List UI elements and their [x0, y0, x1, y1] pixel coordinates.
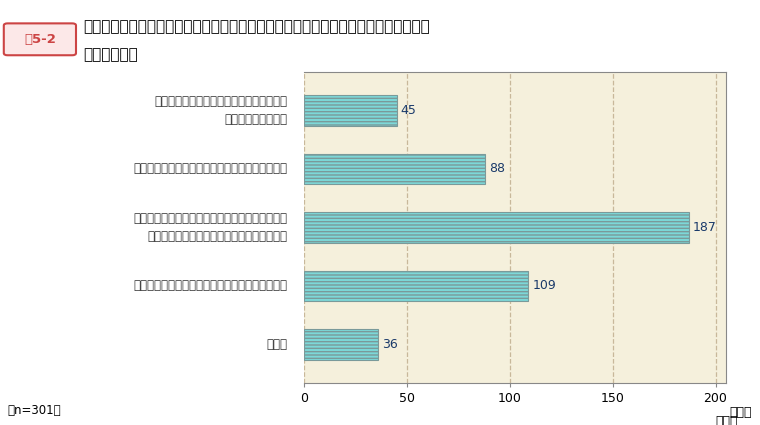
Text: 45: 45 — [401, 104, 416, 117]
Text: 36: 36 — [382, 338, 398, 351]
Text: 相談等しても解決にはつながらないと感じている: 相談等しても解決にはつながらないと感じている — [134, 162, 287, 176]
Text: 109: 109 — [533, 279, 556, 292]
FancyBboxPatch shape — [4, 23, 76, 55]
Text: 88: 88 — [489, 162, 505, 176]
Bar — [304, 95, 397, 125]
Text: 187: 187 — [693, 221, 717, 234]
Bar — [304, 271, 528, 301]
Text: 同僚が違反行為をしていなかった場合に、本人や
職場の他の職員に迷惑がかかるおそれがある: 同僚が違反行為をしていなかった場合に、本人や 職場の他の職員に迷惑がかかるおそれ… — [134, 212, 287, 243]
Text: （複数回答）: （複数回答） — [84, 48, 138, 62]
Text: 所属組織や倫理審査会の相談・通報窓口の
連絡先が分からない: 所属組織や倫理審査会の相談・通報窓口の 連絡先が分からない — [154, 95, 287, 126]
Text: 「所属組織や倫理審査会の相談・通報窓口に相談・確認する」を選択しなかった理由: 「所属組織や倫理審査会の相談・通報窓口に相談・確認する」を選択しなかった理由 — [84, 19, 430, 34]
Text: （人）: （人） — [730, 406, 752, 419]
Text: （人）: （人） — [715, 415, 738, 425]
Bar — [304, 212, 689, 243]
Text: その他: その他 — [267, 338, 287, 351]
Text: 自分自身が不利益な取扱いを受けるおそれがある: 自分自身が不利益な取扱いを受けるおそれがある — [134, 279, 287, 292]
Text: 囵5-2: 囵5-2 — [24, 33, 55, 46]
Text: （n=301）: （n=301） — [8, 403, 62, 416]
Bar — [304, 153, 485, 184]
Bar — [304, 329, 378, 360]
